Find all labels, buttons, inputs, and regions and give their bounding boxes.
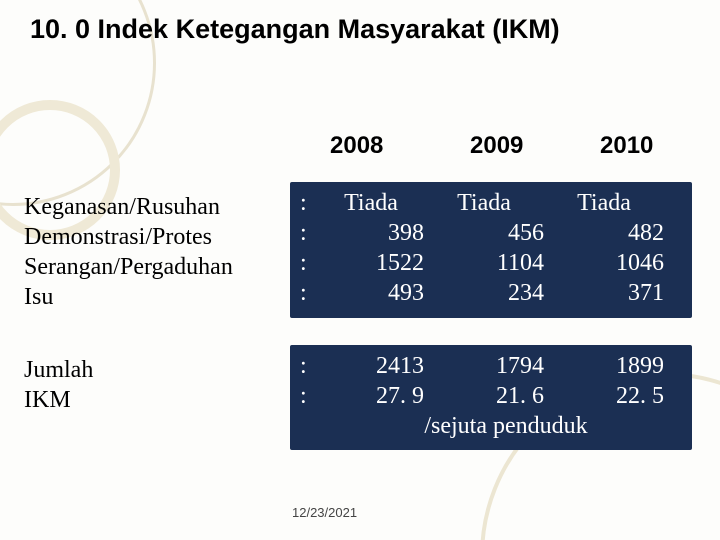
- cell: 1046: [544, 248, 664, 278]
- table-row: : 493 234 371: [300, 278, 682, 308]
- cell: Tiada: [544, 188, 664, 218]
- cell: 482: [544, 218, 664, 248]
- row-colon: :: [300, 278, 318, 308]
- category-row-1: Keganasan/Rusuhan: [24, 192, 233, 222]
- cell: 234: [424, 278, 544, 308]
- cell: 398: [318, 218, 424, 248]
- cell: 1794: [424, 351, 544, 381]
- cell: 2413: [318, 351, 424, 381]
- cell: 1899: [544, 351, 664, 381]
- category-row-4: Isu: [24, 282, 233, 312]
- row-colon: :: [300, 188, 318, 218]
- summary-labels: Jumlah IKM: [24, 355, 93, 415]
- cell: 21. 6: [424, 381, 544, 411]
- cell: Tiada: [424, 188, 544, 218]
- cell: Tiada: [318, 188, 424, 218]
- row-colon: :: [300, 248, 318, 278]
- cell: 1522: [318, 248, 424, 278]
- year-header-2010: 2010: [600, 132, 653, 160]
- category-row-2: Demonstrasi/Protes: [24, 222, 233, 252]
- cell: 27. 9: [318, 381, 424, 411]
- row-colon: :: [300, 218, 318, 248]
- table-row: : 27. 9 21. 6 22. 5: [300, 381, 682, 411]
- table-row: : 398 456 482: [300, 218, 682, 248]
- cell: 1104: [424, 248, 544, 278]
- summary-row-1: Jumlah: [24, 355, 93, 385]
- row-colon: :: [300, 351, 318, 381]
- cell: 371: [544, 278, 664, 308]
- year-header-2008: 2008: [330, 132, 383, 160]
- data-panel-top: : Tiada Tiada Tiada : 398 456 482 : 1522…: [290, 182, 692, 318]
- table-row: : 1522 1104 1046: [300, 248, 682, 278]
- summary-row-2: IKM: [24, 385, 93, 415]
- year-header-2009: 2009: [470, 132, 523, 160]
- footer-date: 12/23/2021: [292, 505, 357, 520]
- row-colon: :: [300, 381, 318, 411]
- category-row-3: Serangan/Pergaduhan: [24, 252, 233, 282]
- table-row: : 2413 1794 1899: [300, 351, 682, 381]
- cell: 493: [318, 278, 424, 308]
- per-capita-note: /sejuta penduduk: [300, 413, 682, 440]
- category-labels: Keganasan/Rusuhan Demonstrasi/Protes Ser…: [24, 192, 233, 312]
- cell: 22. 5: [544, 381, 664, 411]
- data-panel-bottom: : 2413 1794 1899 : 27. 9 21. 6 22. 5 /se…: [290, 345, 692, 450]
- table-row: : Tiada Tiada Tiada: [300, 188, 682, 218]
- slide: 10. 0 Indek Ketegangan Masyarakat (IKM) …: [0, 0, 720, 540]
- cell: 456: [424, 218, 544, 248]
- page-title: 10. 0 Indek Ketegangan Masyarakat (IKM): [30, 14, 560, 45]
